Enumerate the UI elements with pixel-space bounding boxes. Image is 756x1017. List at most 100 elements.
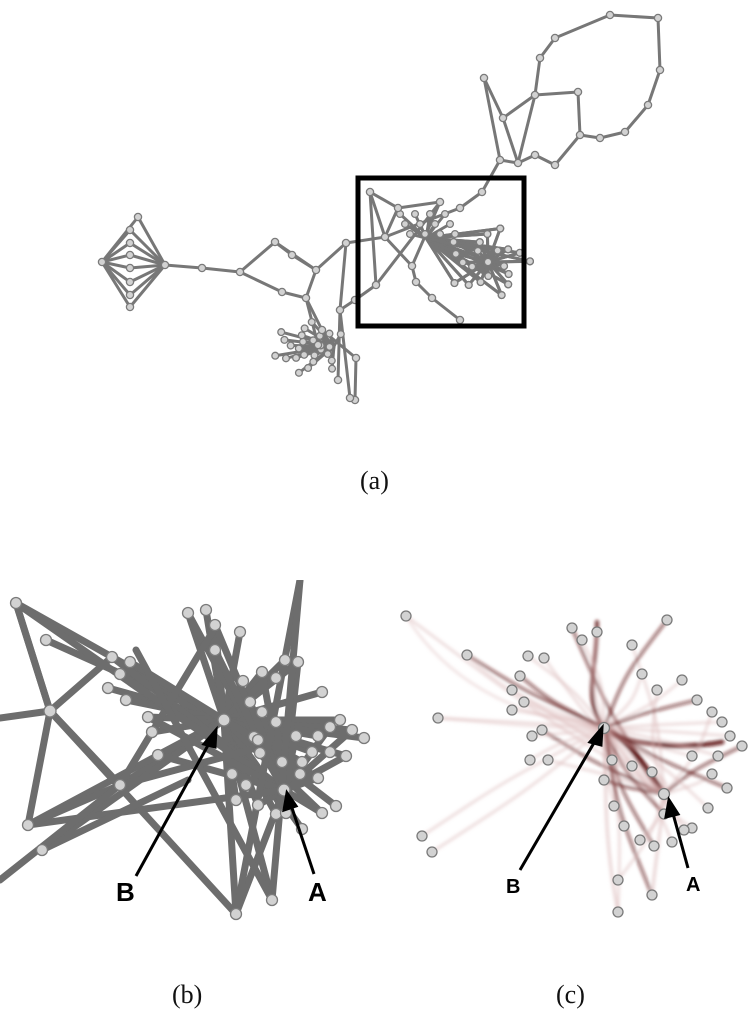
straight-edge	[0, 707, 54, 722]
overview-node	[440, 209, 450, 219]
overview-edge	[353, 356, 358, 402]
callout-arrows-b	[134, 725, 316, 877]
overview-node	[281, 354, 291, 363]
bundled-node	[506, 684, 518, 696]
overview-edge	[501, 116, 520, 165]
overview-node	[493, 246, 502, 255]
overview-node	[483, 229, 492, 239]
overview-node	[235, 267, 245, 277]
overview-node	[473, 246, 482, 255]
bundled-edge	[465, 653, 606, 730]
overview-edge	[128, 241, 167, 267]
straight-node	[255, 665, 269, 679]
overview-node	[309, 357, 318, 366]
overview-node	[605, 10, 615, 20]
straight-node	[339, 749, 353, 763]
overview-node	[530, 90, 540, 100]
bundled-node	[686, 750, 698, 762]
straight-node	[251, 798, 265, 812]
straight-node	[208, 618, 222, 632]
overview-edge	[100, 260, 132, 270]
straight-node	[233, 625, 247, 639]
straight-node	[275, 755, 289, 769]
callout-arrows-c	[518, 723, 690, 871]
highlight-box	[355, 175, 527, 329]
overview-edges	[100, 13, 662, 402]
overview-node	[197, 263, 207, 273]
bundled-edge	[602, 726, 620, 914]
straight-node	[333, 713, 347, 727]
overview-node	[323, 349, 332, 359]
overview-node	[479, 73, 489, 83]
overview-edge	[128, 228, 167, 267]
bundled-edge	[528, 726, 606, 762]
bundled-edge	[430, 726, 606, 854]
bundled-node	[676, 674, 688, 686]
overview-edge	[623, 103, 650, 134]
overview-node	[125, 238, 135, 248]
bundled-edge	[602, 726, 710, 810]
overview-node	[620, 127, 630, 137]
overview-edge	[533, 90, 580, 97]
straight-node	[145, 725, 159, 739]
overview-node	[125, 250, 135, 260]
label-a: A	[308, 877, 327, 907]
overview-node	[450, 229, 460, 239]
overview-edge	[656, 16, 662, 72]
straight-node	[119, 693, 133, 707]
overview-node	[325, 329, 334, 338]
bundled-edge	[602, 726, 732, 738]
straight-node	[239, 778, 253, 792]
overview-node	[513, 158, 523, 168]
bundled-edge	[591, 630, 606, 730]
overview-edge	[553, 133, 582, 167]
bundled-edge	[630, 643, 666, 796]
bundled-edge	[420, 726, 606, 838]
overview-edge	[338, 241, 348, 312]
overview-node	[311, 265, 321, 275]
bundled-node	[678, 824, 690, 836]
caption-a: (a)	[360, 466, 389, 495]
overview-edge	[576, 90, 582, 137]
bundled-node	[506, 704, 518, 716]
overview-edge	[163, 263, 204, 270]
overview-node	[483, 257, 493, 267]
straight-node	[311, 771, 325, 785]
overview-node	[410, 209, 420, 219]
overview-node	[160, 260, 170, 270]
straight-node	[315, 685, 329, 699]
overview-edge	[516, 93, 537, 165]
bundled-nodes	[400, 610, 748, 918]
overview-edge	[128, 263, 167, 270]
overview-nodes	[97, 10, 665, 405]
arrow-b-line	[518, 735, 600, 871]
bundled-node	[522, 650, 534, 662]
overview-node	[304, 363, 313, 373]
bundled-edges	[404, 614, 744, 914]
straight-edge	[132, 646, 276, 904]
bundled-node	[626, 639, 638, 651]
overview-node	[495, 155, 505, 165]
overview-edge	[304, 268, 318, 300]
overview-edge	[482, 76, 502, 162]
overview-node	[427, 293, 437, 303]
overview-edge	[486, 260, 504, 297]
arrow-a-head	[664, 795, 681, 820]
overview-edge	[238, 240, 277, 274]
overview-node	[351, 353, 361, 363]
straight-node	[329, 799, 343, 813]
bundled-node	[661, 614, 673, 626]
straight-edge	[280, 786, 326, 817]
straight-node	[199, 603, 213, 617]
straight-node	[357, 731, 371, 745]
straight-node	[105, 650, 119, 664]
overview-node	[455, 315, 465, 325]
overview-edge	[344, 235, 387, 245]
bundled-node	[706, 706, 718, 718]
overview-node	[310, 351, 319, 360]
overview-node	[653, 13, 663, 23]
bundled-node	[702, 802, 714, 814]
bundled-edge	[602, 698, 699, 730]
overview-edge	[467, 260, 490, 287]
bundled-node	[712, 750, 724, 762]
